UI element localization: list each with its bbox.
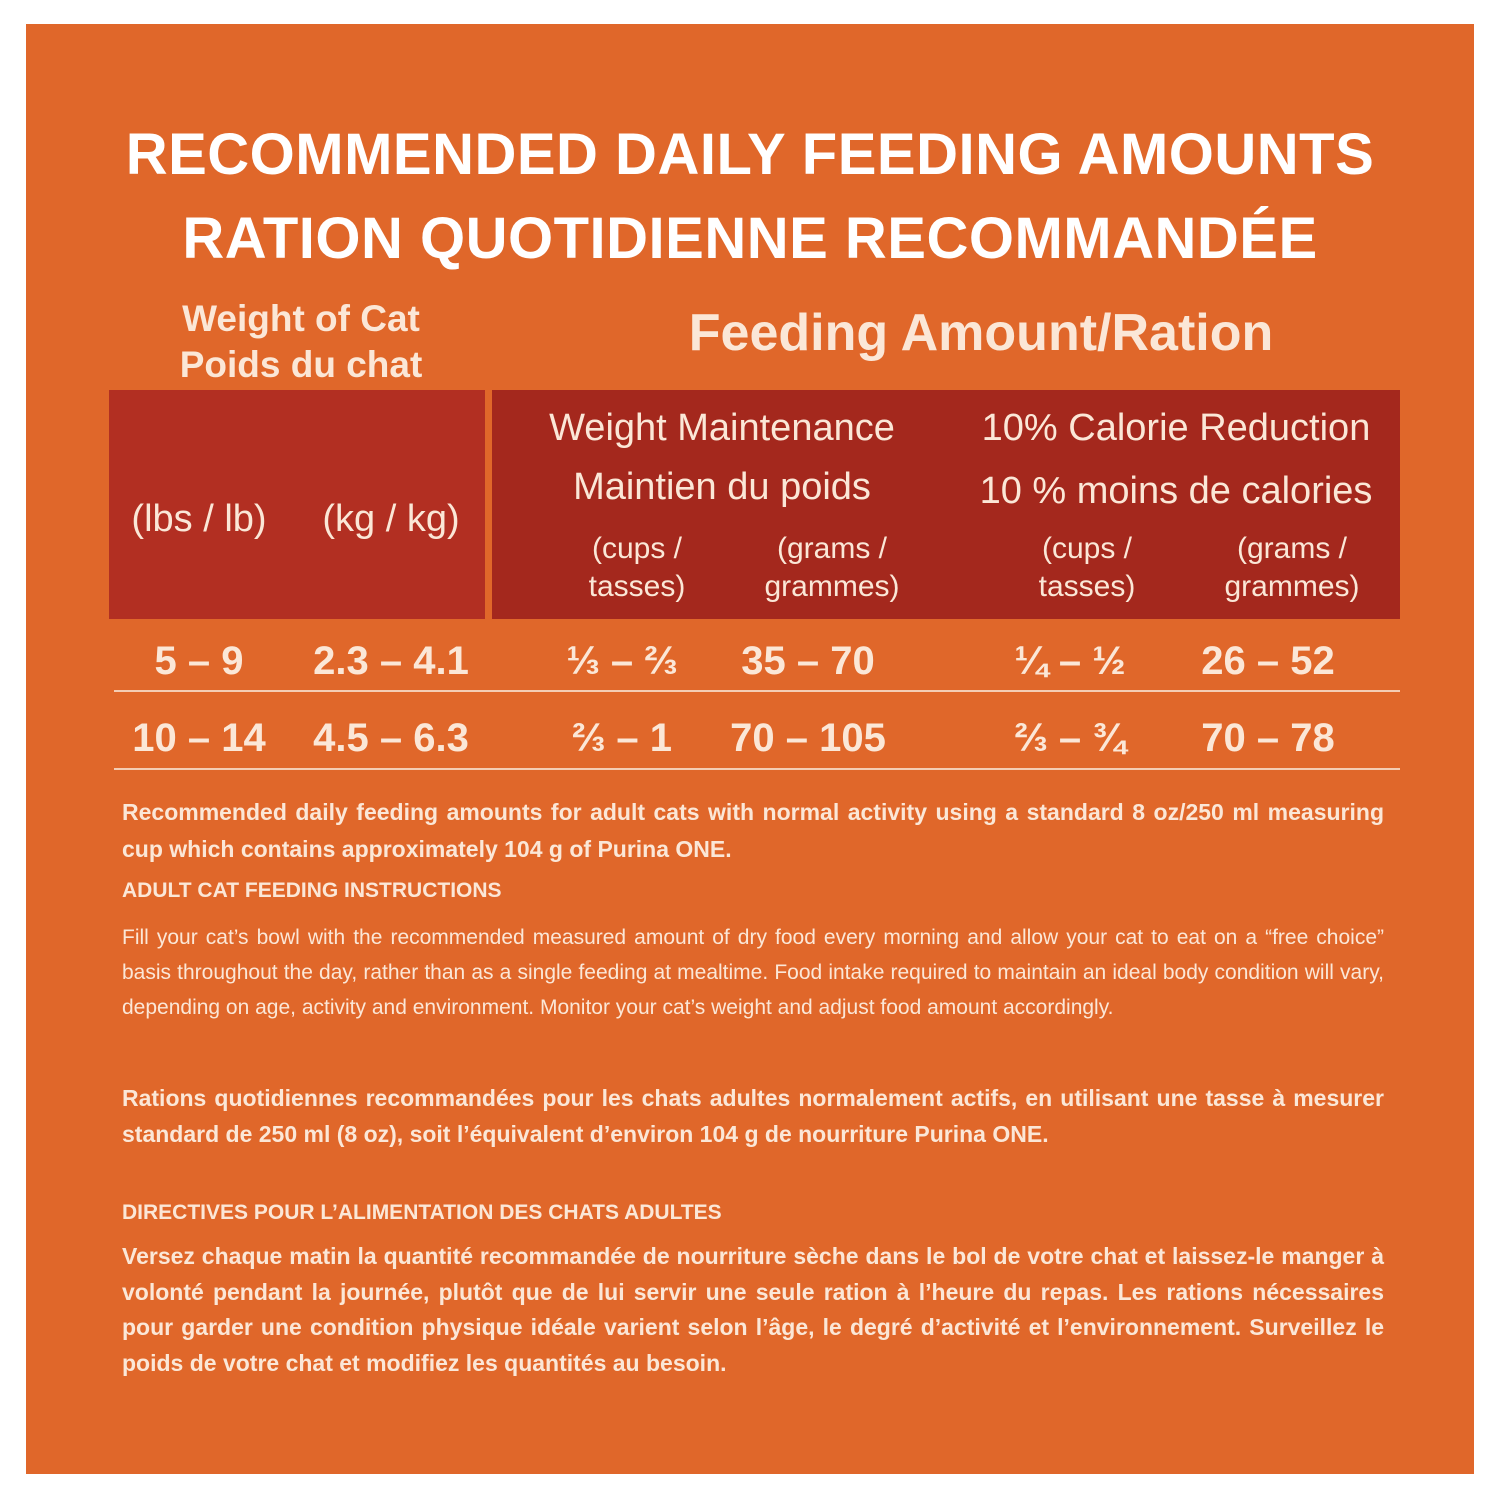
feeding-note-french: Rations quotidiennes recommandées pour l…: [122, 1085, 1384, 1147]
cat-weight-title-fr: Poids du chat: [179, 344, 423, 385]
reduction-grams-unit-line2: grammes): [1224, 570, 1360, 603]
kg-unit-label: (kg / kg): [322, 498, 460, 540]
feeding-amount-title: Feeding Amount/Ration: [688, 304, 1274, 362]
maintenance-label-en: Weight Maintenance: [549, 407, 895, 449]
row2-maintenance-cups: ⅔ – 1: [571, 716, 673, 760]
reduction-grams-unit: (grams / grammes): [1172, 530, 1412, 606]
row2-reduction-cups: ⅔ – ¾: [1014, 716, 1126, 760]
row2-maintenance-grams: 70 – 105: [730, 716, 886, 760]
row1-maintenance-cups: ⅓ – ⅔: [566, 639, 678, 683]
reduction-cups-unit: (cups / tasses): [987, 530, 1187, 606]
instructions-french: Versez chaque matin la quantité recomman…: [122, 1243, 1384, 1376]
maintenance-cups-unit-line1: (cups /: [591, 532, 683, 565]
row1-reduction-cups: ¼ – ½: [1014, 639, 1126, 683]
row1-kg: 2.3 – 4.1: [313, 639, 469, 683]
row1-reduction-grams: 26 – 52: [1201, 639, 1335, 683]
maintenance-grams-unit-line2: grammes): [764, 570, 900, 603]
lbs-unit-label: (lbs / lb): [131, 498, 267, 540]
row-divider-1: [114, 690, 1400, 692]
row-divider-2: [114, 768, 1400, 770]
feeding-note-english: Recommended daily feeding amounts for ad…: [122, 799, 1384, 862]
reduction-label-en: 10% Calorie Reduction: [981, 407, 1371, 449]
reduction-grams-unit-line1: (grams /: [1236, 532, 1347, 565]
maintenance-cups-unit-line2: tasses): [588, 570, 686, 603]
reduction-label-fr: 10 % moins de calories: [979, 470, 1373, 512]
feeding-panel: RECOMMENDED DAILY FEEDING AMOUNTS RATION…: [26, 24, 1474, 1474]
cat-weight-title-en: Weight of Cat: [182, 298, 420, 339]
instructions-heading-english: ADULT CAT FEEDING INSTRUCTIONS: [122, 879, 502, 902]
row1-maintenance-grams: 35 – 70: [741, 639, 875, 683]
maintenance-grams-unit: (grams / grammes): [717, 530, 947, 606]
row2-lbs: 10 – 14: [132, 716, 266, 760]
row1-lbs: 5 – 9: [154, 639, 244, 683]
row2-reduction-grams: 70 – 78: [1201, 716, 1335, 760]
reduction-cups-unit-line2: tasses): [1038, 570, 1136, 603]
maintenance-grams-unit-line1: (grams /: [776, 532, 887, 565]
title-french: RATION QUOTIDIENNE RECOMMANDÉE: [182, 206, 1318, 271]
weight-header-cell: (lbs / lb) (kg / kg): [109, 390, 485, 619]
row2-kg: 4.5 – 6.3: [313, 716, 469, 760]
title-english: RECOMMENDED DAILY FEEDING AMOUNTS: [125, 122, 1375, 187]
cat-weight-title: Weight of Cat Poids du chat: [116, 296, 486, 388]
maintenance-label-fr: Maintien du poids: [573, 466, 871, 508]
instructions-heading-french: DIRECTIVES POUR L’ALIMENTATION DES CHATS…: [122, 1201, 722, 1224]
maintenance-cups-unit: (cups / tasses): [532, 530, 742, 606]
instructions-english: Fill your cat’s bowl with the recommende…: [122, 926, 1384, 1019]
feeding-header-cell: Weight Maintenance Maintien du poids (cu…: [492, 390, 1400, 619]
reduction-cups-unit-line1: (cups /: [1041, 532, 1133, 565]
